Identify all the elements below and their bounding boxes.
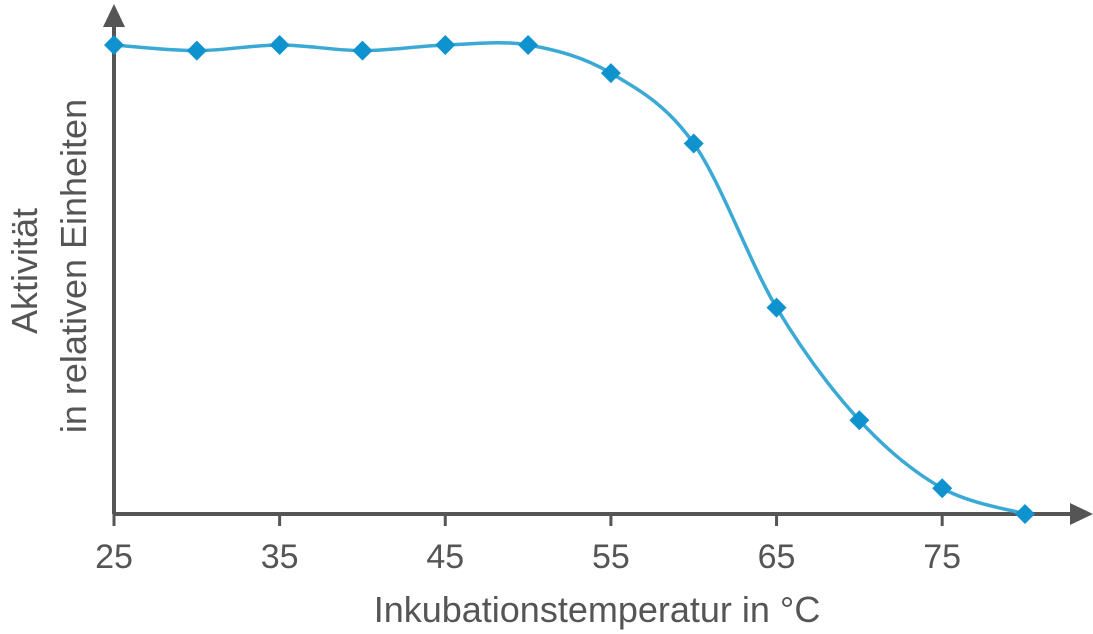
x-axis-title: Inkubationstemperatur in °C (374, 589, 821, 630)
data-point-marker (435, 35, 456, 55)
y-axis-title: Aktivität in relativen Einheiten (4, 99, 94, 433)
data-point-marker (683, 133, 704, 154)
data-point-marker (186, 40, 207, 61)
x-tick-label: 65 (758, 538, 796, 576)
y-axis-title-line-2: in relativen Einheiten (53, 99, 94, 433)
data-point-marker (766, 297, 787, 318)
data-point-marker (104, 35, 124, 55)
y-axis-title-line-1: Aktivität (4, 208, 45, 334)
x-tick-label: 45 (426, 538, 464, 576)
data-point-marker (1015, 504, 1035, 524)
data-point-marker (269, 35, 290, 55)
data-point-marker (849, 410, 870, 431)
x-ticks (112, 514, 944, 526)
y-axis-arrow-icon (103, 4, 125, 27)
x-tick-labels: 25 35 45 55 65 75 (95, 538, 961, 576)
x-tick-label: 35 (261, 538, 299, 576)
series-line (113, 40, 1026, 516)
x-tick-label: 25 (95, 538, 133, 576)
data-markers (104, 35, 1035, 524)
data-point-marker (518, 35, 539, 55)
data-point-marker (352, 40, 373, 61)
x-tick-label: 75 (923, 538, 961, 576)
x-axis-arrow-icon (1070, 503, 1093, 525)
x-tick-label: 55 (592, 538, 630, 576)
axes (103, 4, 1093, 525)
data-point-marker (600, 63, 621, 84)
data-point-marker (932, 478, 953, 499)
